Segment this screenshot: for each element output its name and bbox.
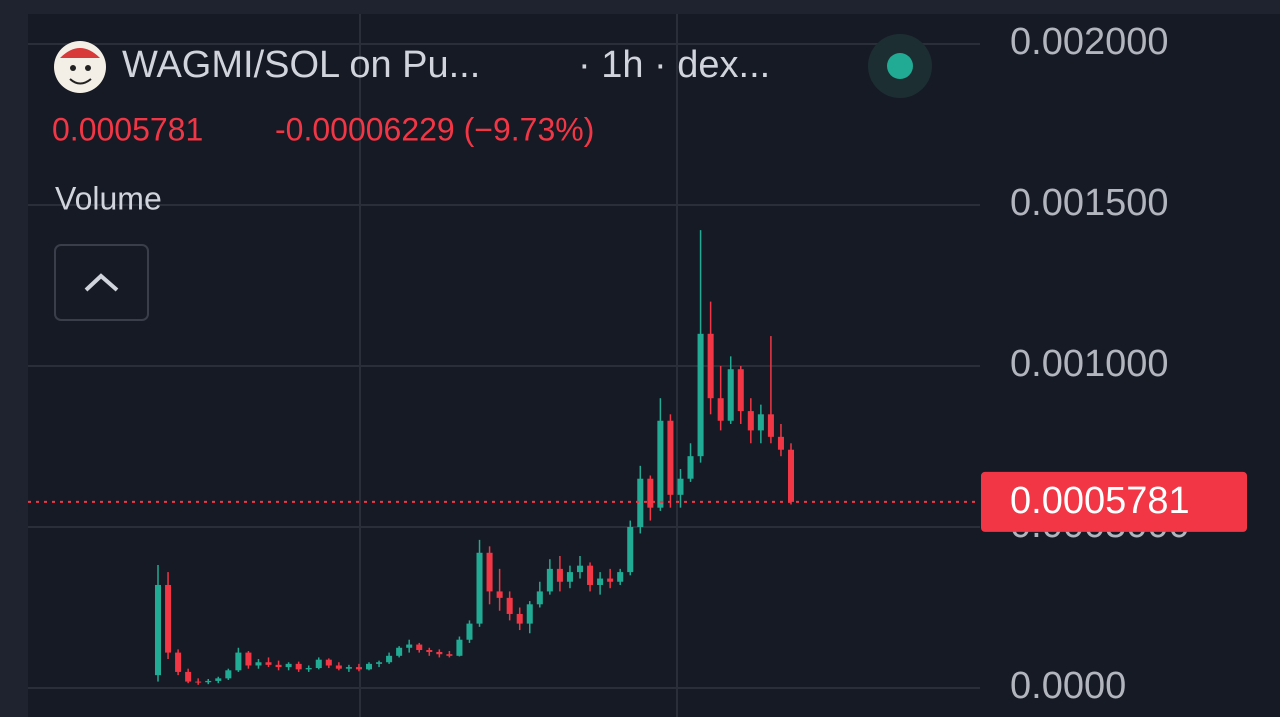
candle-body [566, 572, 573, 582]
chart-subtitle: · 1h · dex... [578, 44, 770, 86]
candle-body [506, 597, 513, 614]
candle-body [757, 414, 764, 431]
candle-body [315, 659, 322, 669]
candle-body [737, 369, 744, 412]
candle-body [225, 670, 232, 679]
candle-body [787, 449, 795, 502]
candle-body [546, 568, 553, 592]
candle-body [717, 398, 724, 421]
candle-body [607, 578, 614, 582]
top-edge [28, 0, 1280, 14]
candle-body [365, 663, 373, 670]
candle-body [727, 369, 734, 421]
logo-eye [85, 65, 91, 71]
candle-body [285, 663, 292, 668]
candle-body [305, 668, 312, 670]
candle-body [376, 662, 383, 664]
overlay: 0.0020000.0015000.0010000.00050000.00000… [28, 21, 1247, 707]
candle-body [386, 655, 393, 663]
y-tick-label: 0.001500 [1010, 182, 1169, 224]
candle-body [627, 527, 634, 573]
logo-eye [70, 65, 76, 71]
logo-mouth [69, 78, 92, 85]
candle-body [335, 665, 342, 669]
candle-body [526, 604, 533, 624]
candle-body [767, 414, 774, 437]
candle-body [667, 420, 674, 495]
grid [28, 42, 980, 690]
candle-body [436, 651, 443, 655]
candle-body [195, 681, 202, 683]
chart-title: WAGMI/SOL on Pu... [122, 44, 480, 86]
candle-body [536, 591, 543, 605]
y-tick-label: 0.001000 [1010, 343, 1169, 385]
chevron-up [84, 273, 119, 292]
candle-body [295, 663, 302, 670]
last-price: 0.0005781 [52, 111, 203, 147]
header: WAGMI/SOL on Pu... · 1h · dex... 0.00057… [52, 34, 932, 321]
candle-body [466, 623, 473, 640]
candle-body [677, 478, 684, 495]
candle-body [165, 584, 172, 653]
candles [154, 230, 795, 685]
candle-body [255, 662, 262, 666]
candle-body [476, 552, 483, 624]
logo-cap [60, 48, 100, 58]
candle-body [355, 667, 362, 670]
candle-body [175, 652, 182, 672]
candle-body [516, 613, 523, 624]
candle-body [496, 591, 503, 598]
candle-body [456, 639, 463, 656]
collapse-button[interactable] [54, 244, 149, 321]
candle-body [446, 654, 453, 656]
candle-body [275, 664, 282, 668]
candle-body [687, 456, 694, 479]
candle-body [426, 650, 433, 652]
y-tick-label: 0.0000 [1010, 665, 1126, 707]
candle-body [647, 478, 654, 508]
last-price-label: 0.0005781 [1010, 480, 1190, 522]
candle-body [416, 644, 423, 651]
candle-body [245, 652, 252, 666]
candle-body [697, 333, 704, 457]
candle-body [637, 478, 644, 528]
y-tick-label: 0.002000 [1010, 21, 1169, 63]
candle-body [597, 578, 604, 585]
last-price-box [981, 471, 1247, 532]
candle-body [265, 662, 272, 665]
candle-body [205, 680, 212, 683]
candle-body [235, 652, 242, 671]
candle-body [576, 565, 584, 573]
candle-body [657, 420, 664, 508]
indicator-label: Volume [55, 180, 162, 216]
status-dot [887, 53, 913, 79]
candle-body [707, 333, 714, 399]
candle-body [486, 552, 493, 592]
candle-body [396, 647, 403, 656]
candle-body [747, 411, 754, 431]
candle-body [777, 436, 784, 450]
candle-body [617, 572, 624, 582]
candle-body [556, 568, 563, 582]
price-change: -0.00006229 (−9.73%) [275, 111, 594, 147]
candle-body [406, 644, 413, 648]
candle-body [325, 659, 332, 666]
candle-body [587, 565, 594, 585]
candle-body [345, 667, 352, 669]
left-edge [0, 0, 28, 717]
candle-body [185, 671, 192, 682]
candle-body [154, 584, 162, 676]
candle-body [215, 678, 222, 681]
